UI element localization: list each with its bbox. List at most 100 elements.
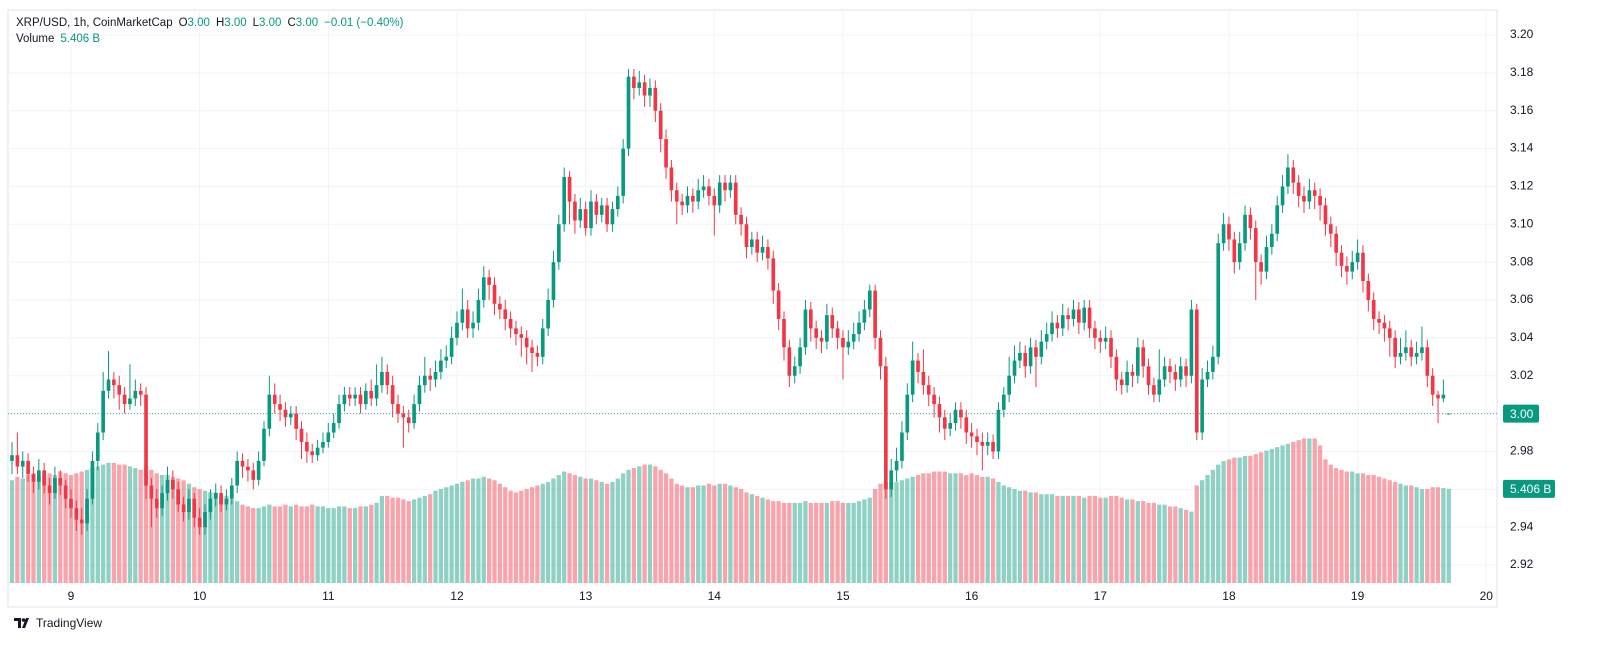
volume-bar [1194,485,1199,583]
volume-bar [197,488,202,583]
volume-bar [1226,459,1232,583]
volume-bar [787,502,792,583]
volume-bar [797,502,803,583]
price-tag-label: 3.00 [1510,407,1534,421]
volume-bar [1339,469,1344,583]
volume-bar [240,504,245,583]
volume-bar [1108,495,1114,583]
candle-body [1109,337,1113,357]
volume-bar [846,502,851,583]
volume-bar [910,476,915,583]
candle-body [417,385,422,405]
volume-bar [926,473,931,583]
candle-body [160,493,164,509]
candle-body [524,337,529,348]
volume-bar [658,469,663,583]
candle-body [932,394,936,405]
ohlc-key: H [215,17,225,29]
candle-body [31,474,36,482]
candle-body [808,309,813,329]
volume-bar [454,483,460,583]
volume-bar [1334,468,1339,583]
candle-body [621,148,625,196]
legend-row: XRP/USD, 1h, CoinMarketCap O3.00 H3.00 L3.0… [16,15,409,31]
candle-body [1173,371,1178,380]
volume-bar [159,475,165,583]
volume-bar [1258,452,1264,583]
volume-bar [288,506,293,583]
volume-bar [1012,488,1017,583]
volume-tag [1503,479,1555,498]
candle-body [117,385,122,395]
candle-body [246,466,250,471]
candle-body [272,394,277,405]
volume-bar [1033,492,1039,583]
candle-body [192,498,197,518]
volume-bar [894,481,899,583]
volume-bar [1285,443,1291,583]
volume-bar [803,501,808,583]
y-tick-label: 3.02 [1510,368,1534,382]
volume-bar [95,466,100,583]
candle-body [701,186,706,191]
candle-body [1243,214,1247,244]
candle-body [1018,353,1022,361]
volume-bar [776,501,781,583]
volume-bar [835,501,840,583]
volume-bar [889,481,894,583]
volume-bar [1253,454,1258,583]
candle-body [658,110,663,140]
y-tick-label: 3.04 [1510,330,1534,344]
candle-body [37,470,41,482]
candle-body [610,209,615,225]
volume-bar [701,485,706,583]
volume-bar [326,508,331,583]
volume-bar [347,508,352,583]
volume-bar [958,473,964,583]
volume-bar [1049,494,1055,583]
candle-body [798,347,802,367]
x-tick-label: 18 [1222,589,1236,603]
x-tick-label: 11 [322,589,335,603]
candle-body [503,309,508,319]
candle-body [1296,182,1301,196]
candle-body [562,176,567,225]
candle-body [674,190,679,202]
candle-body [964,417,969,433]
candle-body [122,394,127,405]
x-tick-label: 14 [708,589,722,603]
volume-bar [299,506,304,583]
ohlc-value: 3.00 [259,17,282,29]
volume-bar [953,473,958,583]
volume-bar [31,473,36,583]
volume-bar [224,495,229,583]
candle-body [481,277,486,301]
candle-body [1323,205,1328,225]
volume-bar [320,506,326,583]
volume-bar [310,504,315,583]
volume-bar [529,487,535,583]
candle-body [1393,337,1397,357]
candle-body [401,413,406,418]
volume-bar [90,468,95,583]
candle-body [256,460,261,480]
candle-body [1012,360,1017,376]
candle-body [1221,224,1226,244]
volume-bar [755,495,760,583]
candle-body [1082,307,1087,323]
volume-bar [1425,488,1430,583]
volume-bar [106,462,111,583]
volume-bar [245,506,251,583]
volume-bar [1082,497,1087,583]
x-tick-label: 19 [1351,589,1365,603]
volume-bar [830,501,835,583]
candle-body [1227,224,1231,240]
volume-bar [647,464,653,583]
volume-bar [942,471,947,583]
volume-bar [1355,473,1360,583]
candle-body [1318,195,1322,206]
candle-body [181,504,186,513]
candle-body [680,201,684,206]
